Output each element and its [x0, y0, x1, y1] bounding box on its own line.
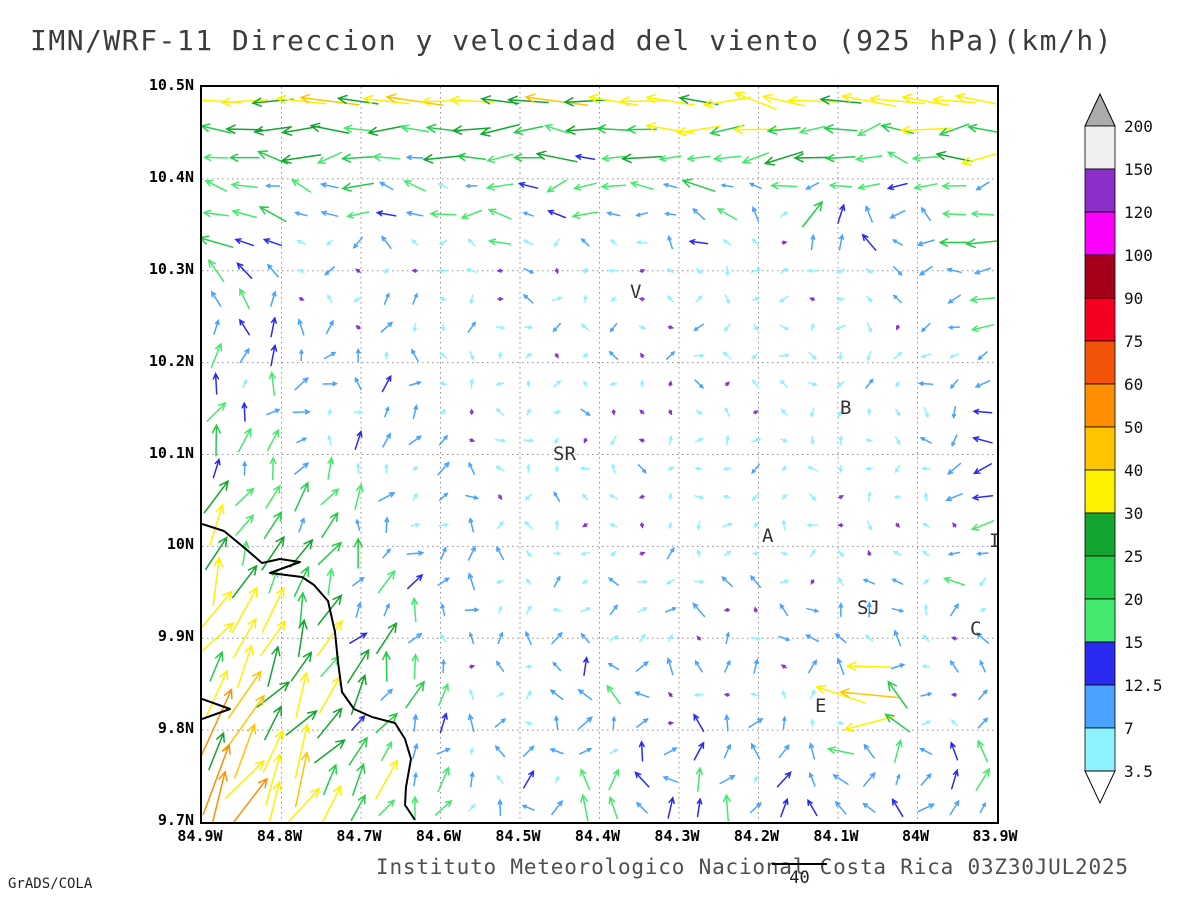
- colorbar-tick-label: 120: [1124, 203, 1153, 222]
- x-axis-label: 84.8W: [256, 827, 303, 845]
- station-label: E: [815, 695, 826, 717]
- colorbar-tick-label: 40: [1124, 461, 1143, 480]
- colorbar-segment: [1084, 469, 1116, 514]
- x-axis-label: 84.5W: [495, 827, 541, 845]
- y-axis-label: 10.5N: [148, 76, 194, 94]
- colorbar-segment: [1084, 211, 1116, 256]
- wind-arrows: [202, 91, 997, 822]
- station-label: V: [630, 281, 641, 303]
- colorbar-scale: 200 150 120 100 90 75 60 50 40 30 25 20 15 12.5 7 3.5: [1084, 92, 1163, 805]
- wind-vector-field: V B SR A I SJ C E: [202, 87, 997, 822]
- station-labels: V B SR A I SJ C E: [553, 281, 997, 717]
- grads-credit: GrADS/COLA: [8, 876, 93, 892]
- x-axis-label: 84.3W: [654, 827, 700, 845]
- station-label: C: [970, 618, 981, 640]
- colorbar-tick-label: 150: [1124, 160, 1153, 179]
- station-label: I: [989, 530, 997, 552]
- colorbar-segment: [1084, 297, 1116, 342]
- footer-text: Instituto Meteorologico Nacional Costa R…: [376, 855, 1129, 879]
- lat-lon-gridlines: [202, 87, 997, 822]
- station-label: SJ: [857, 597, 880, 619]
- colorbar-tick-label: 60: [1124, 375, 1143, 394]
- colorbar-segment: [1084, 426, 1116, 471]
- reference-vector-label: 40: [789, 868, 810, 888]
- x-axis-label: 84.4W: [574, 827, 621, 845]
- y-axis-label: 10.4N: [148, 167, 194, 186]
- colorbar-tick-label: 30: [1124, 504, 1143, 523]
- x-axis-label: 84.2W: [733, 827, 780, 845]
- colorbar-segment: [1084, 684, 1116, 729]
- colorbar-segment: [1084, 254, 1116, 299]
- colorbar-tick-label: 3.5: [1124, 762, 1153, 781]
- x-axis-label: 84.1W: [813, 827, 859, 845]
- colorbar-tick-label: 15: [1124, 633, 1143, 652]
- station-label: B: [840, 397, 851, 419]
- colorbar-tick-label: 75: [1124, 332, 1143, 351]
- y-axis-label: 9.7N: [157, 811, 194, 829]
- y-axis-label: 10N: [166, 535, 194, 554]
- x-axis-label: 84.7W: [336, 827, 382, 845]
- reference-vector-line: [772, 863, 827, 865]
- colorbar-segment: [1084, 641, 1116, 686]
- colorbar-tick-label: 90: [1124, 289, 1143, 308]
- colorbar-tick-label: 25: [1124, 547, 1143, 566]
- map-plot-area: V B SR A I SJ C E: [200, 85, 999, 824]
- colorbar-segment: [1084, 168, 1116, 213]
- x-axis-label: 84.6W: [415, 827, 462, 845]
- colorbar-segment: [1084, 340, 1116, 385]
- station-label: A: [762, 525, 774, 547]
- y-axis-label: 9.8N: [157, 719, 194, 738]
- colorbar-tick-label: 200: [1124, 117, 1153, 136]
- x-axis-label: 83.9W: [972, 827, 1018, 845]
- colorbar-segment: [1084, 598, 1116, 643]
- colorbar-segment: [1084, 512, 1116, 557]
- y-axis-label: 10.2N: [148, 351, 194, 370]
- colorbar-segment: [1084, 383, 1116, 428]
- colorbar-segment: [1084, 125, 1116, 170]
- colorbar-over-arrow: [1084, 92, 1116, 127]
- colorbar-tick-label: 100: [1124, 246, 1153, 265]
- y-axis-label: 9.9N: [157, 627, 194, 646]
- chart-title: IMN/WRF-11 Direccion y velocidad del vie…: [30, 24, 1114, 57]
- x-axis-label: 84W: [901, 827, 930, 845]
- colorbar-segment: [1084, 727, 1116, 772]
- y-axis-label: 10.1N: [148, 443, 194, 462]
- colorbar-tick-label: 7: [1124, 719, 1134, 738]
- colorbar-segment: [1084, 555, 1116, 600]
- coastline: [202, 523, 416, 821]
- colorbar-tick-label: 12.5: [1124, 676, 1163, 695]
- colorbar-under-arrow: [1084, 770, 1116, 805]
- y-axis-label: 10.3N: [148, 259, 194, 278]
- colorbar-tick-label: 50: [1124, 418, 1143, 437]
- station-label: SR: [553, 443, 576, 465]
- x-axis-label: 84.9W: [177, 827, 223, 845]
- colorbar: 200 150 120 100 90 75 60 50 40 30 25 20 15 12.5 7 3.5: [1080, 92, 1192, 811]
- colorbar-tick-label: 20: [1124, 590, 1143, 609]
